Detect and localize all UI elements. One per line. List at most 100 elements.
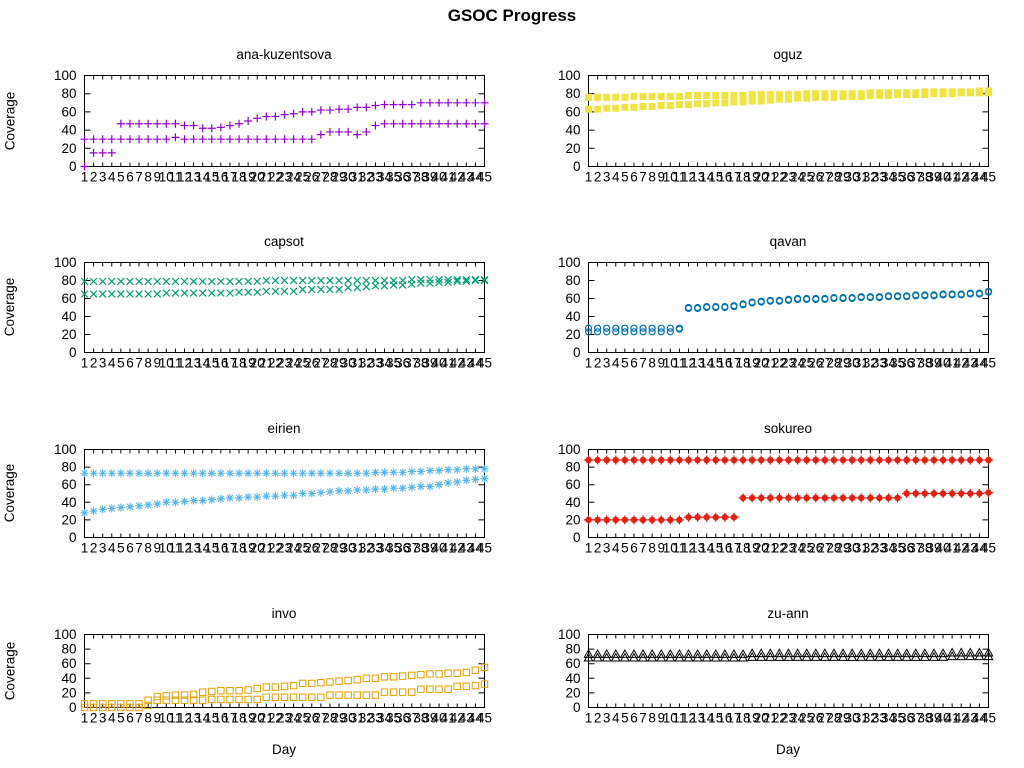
svg-text:29: 29 — [836, 356, 851, 371]
svg-text:21: 21 — [259, 170, 274, 185]
plot-border — [588, 75, 989, 167]
subplot-qavan: qavan 1 2 3 4 5 6 7 8 9 10 11 12 13 14 15 16 17 18 19 20 21 2… — [526, 232, 996, 371]
svg-text:24: 24 — [286, 541, 302, 556]
svg-text:6: 6 — [630, 356, 638, 371]
subplot-title: sokureo — [763, 421, 813, 436]
svg-text:42: 42 — [450, 541, 465, 556]
svg-text:25: 25 — [295, 711, 310, 726]
svg-text:20: 20 — [61, 327, 76, 342]
series-2-markers — [584, 488, 993, 525]
x-tick-marks — [588, 262, 989, 353]
svg-text:33: 33 — [368, 170, 383, 185]
svg-text:33: 33 — [368, 356, 383, 371]
svg-text:100: 100 — [54, 255, 77, 270]
svg-text:15: 15 — [204, 541, 219, 556]
svg-text:2: 2 — [90, 170, 98, 185]
svg-text:1: 1 — [585, 356, 593, 371]
svg-text:100: 100 — [558, 627, 581, 642]
svg-text:40: 40 — [936, 541, 951, 556]
svg-text:3: 3 — [99, 541, 107, 556]
svg-text:80: 80 — [61, 460, 76, 475]
svg-text:18: 18 — [232, 356, 247, 371]
svg-text:80: 80 — [61, 642, 76, 657]
svg-text:28: 28 — [322, 170, 337, 185]
svg-text:21: 21 — [259, 711, 274, 726]
svg-text:39: 39 — [422, 711, 437, 726]
svg-text:3: 3 — [603, 541, 611, 556]
svg-text:27: 27 — [817, 711, 832, 726]
svg-text:9: 9 — [657, 711, 665, 726]
svg-text:43: 43 — [459, 170, 474, 185]
svg-text:16: 16 — [717, 356, 732, 371]
svg-text:45: 45 — [477, 170, 492, 185]
svg-text:100: 100 — [54, 442, 77, 457]
svg-text:38: 38 — [413, 170, 428, 185]
svg-text:18: 18 — [232, 170, 247, 185]
svg-text:3: 3 — [603, 356, 611, 371]
svg-text:37: 37 — [908, 541, 923, 556]
svg-text:3: 3 — [99, 711, 107, 726]
svg-text:22: 22 — [772, 356, 787, 371]
svg-text:31: 31 — [350, 356, 365, 371]
svg-text:4: 4 — [108, 711, 116, 726]
svg-text:26: 26 — [304, 711, 319, 726]
svg-text:10: 10 — [663, 711, 678, 726]
plot-canvas-capsot: 1 2 3 4 5 6 7 8 91011121314151617181920212223242… — [54, 255, 492, 371]
svg-text:1: 1 — [585, 541, 593, 556]
svg-text:35: 35 — [386, 356, 401, 371]
svg-text:100: 100 — [54, 68, 77, 83]
svg-text:12: 12 — [177, 711, 192, 726]
svg-text:43: 43 — [963, 711, 978, 726]
svg-text:39: 39 — [422, 541, 437, 556]
svg-text:24: 24 — [790, 541, 806, 556]
svg-text:36: 36 — [395, 711, 410, 726]
svg-text:8: 8 — [144, 356, 152, 371]
svg-text:26: 26 — [808, 170, 823, 185]
svg-text:35: 35 — [890, 170, 905, 185]
svg-text:24: 24 — [790, 711, 806, 726]
plot-border — [84, 262, 485, 353]
svg-text:40: 40 — [565, 309, 580, 324]
subplot-title: eirien — [267, 421, 301, 436]
svg-text:33: 33 — [872, 711, 887, 726]
svg-text:20: 20 — [565, 512, 580, 527]
subplot-oguz: oguz 1 2 3 4 5 6 7 8 9 10 11 12 13 14 15 16 17 18 19 20 21 22… — [526, 45, 996, 185]
svg-text:32: 32 — [359, 541, 374, 556]
svg-text:12: 12 — [681, 170, 696, 185]
svg-text:30: 30 — [341, 711, 356, 726]
svg-text:9: 9 — [153, 356, 161, 371]
svg-text:28: 28 — [826, 711, 841, 726]
svg-text:11: 11 — [672, 541, 686, 556]
svg-text:35: 35 — [890, 356, 905, 371]
svg-text:3: 3 — [99, 356, 107, 371]
svg-text:34: 34 — [377, 711, 393, 726]
svg-text:37: 37 — [404, 170, 419, 185]
svg-text:29: 29 — [332, 170, 347, 185]
svg-text:3: 3 — [603, 170, 611, 185]
series-1-markers — [584, 455, 993, 465]
svg-text:29: 29 — [332, 356, 347, 371]
svg-text:60: 60 — [565, 656, 580, 671]
svg-text:7: 7 — [135, 711, 143, 726]
svg-text:37: 37 — [908, 170, 923, 185]
svg-text:9: 9 — [657, 541, 665, 556]
svg-text:14: 14 — [699, 711, 715, 726]
svg-text:27: 27 — [313, 356, 328, 371]
plot-canvas-zu-ann: 1 2 3 4 5 6 7 8 91011121314151617181920212223242… — [558, 627, 996, 726]
svg-text:31: 31 — [350, 541, 365, 556]
series-1-markers — [583, 647, 994, 658]
svg-text:0: 0 — [573, 530, 581, 545]
svg-text:6: 6 — [630, 541, 638, 556]
svg-text:31: 31 — [854, 711, 869, 726]
svg-text:17: 17 — [222, 170, 237, 185]
svg-text:20: 20 — [754, 170, 769, 185]
svg-text:7: 7 — [639, 170, 647, 185]
svg-text:2: 2 — [90, 356, 98, 371]
plot-border — [588, 262, 989, 353]
svg-text:39: 39 — [926, 170, 941, 185]
svg-text:28: 28 — [826, 170, 841, 185]
svg-text:13: 13 — [186, 711, 201, 726]
x-tick-marks — [588, 634, 989, 708]
